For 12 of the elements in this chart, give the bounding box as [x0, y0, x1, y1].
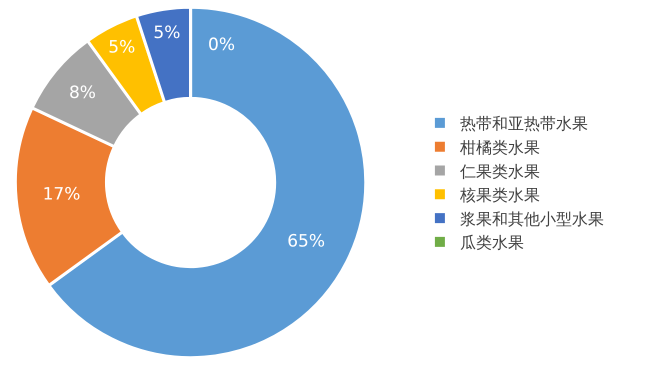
legend-label: 仁果类水果: [458, 162, 540, 181]
data-label: 17%: [42, 184, 80, 205]
legend-label: 热带和亚热带水果: [460, 114, 588, 134]
data-label: 5%: [108, 38, 136, 58]
legend-label: 核果类水果: [458, 186, 540, 205]
data-label: 5%: [153, 22, 180, 43]
legend-label: 瓜类水果: [460, 233, 524, 252]
data-label: 8%: [68, 83, 96, 104]
legend-label: 柑橘类水果: [458, 138, 540, 157]
text: 0%: [208, 35, 235, 55]
data-label: 65%: [287, 231, 325, 252]
legend-label: 浆果和其他小型水果: [460, 209, 604, 228]
